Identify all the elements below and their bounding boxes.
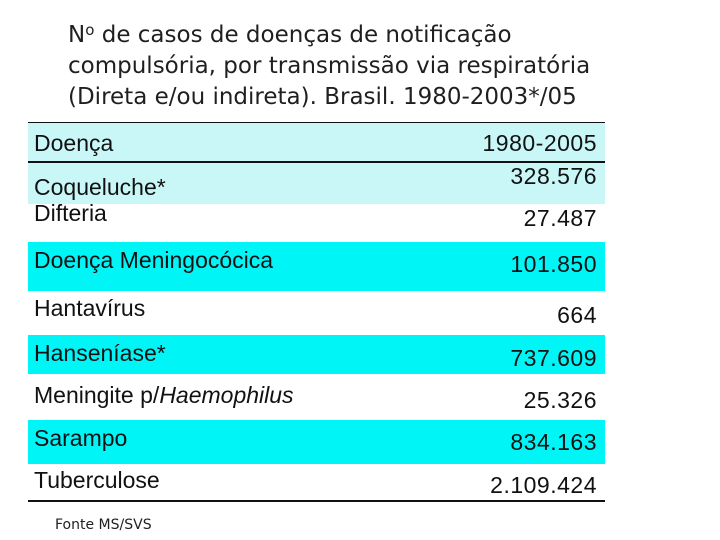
row-label: Hantavírus <box>34 295 146 321</box>
row-label: Sarampo <box>34 425 128 451</box>
row-label: Difteria <box>34 200 107 226</box>
row-label-prefix: Meningite p/ <box>34 382 160 408</box>
table-row: Coqueluche* 328.576 <box>28 162 605 204</box>
title-sup-o: o <box>85 21 95 39</box>
row-value: 101.850 <box>510 251 597 277</box>
row-value: 664 <box>557 302 597 328</box>
table-header-row: Doença 1980-2005 <box>28 123 605 162</box>
row-label: Hanseníase* <box>34 340 166 366</box>
table-row: Tuberculose 2.109.424 <box>28 464 605 501</box>
row-label: Meningite p/Haemophilus <box>34 382 294 409</box>
row-label: Doença Meningocócica <box>34 247 274 273</box>
source-note: Fonte MS/SVS <box>55 517 152 533</box>
row-label-italic: Haemophilus <box>159 382 294 408</box>
table-row: Sarampo 834.163 <box>28 420 605 464</box>
table-header-rule <box>28 161 605 163</box>
row-value: 25.326 <box>523 387 597 413</box>
table-row: Hanseníase* 737.609 <box>28 335 605 374</box>
title-line-1: No de casos de doenças de notificação <box>68 15 708 51</box>
header-label: Doença <box>34 130 114 156</box>
disease-table: Doença 1980-2005 Coqueluche* 328.576 Dif… <box>28 123 605 501</box>
table-row: Difteria 27.487 <box>28 200 605 242</box>
row-label: Coqueluche* <box>34 174 166 200</box>
row-label: Tuberculose <box>34 467 160 493</box>
title-line-1-text: de casos de doenças de notificação <box>94 22 512 48</box>
row-value: 27.487 <box>523 205 597 231</box>
table-bottom-rule <box>28 500 605 502</box>
row-value: 328.576 <box>510 163 597 189</box>
row-value: 2.109.424 <box>490 472 597 498</box>
table-row: Hantavírus 664 <box>28 291 605 335</box>
header-value: 1980-2005 <box>482 130 597 156</box>
page-title: No de casos de doenças de notificação co… <box>68 15 708 113</box>
title-line-2: compulsória, por transmissão via respira… <box>68 53 591 79</box>
row-value: 834.163 <box>510 429 597 455</box>
table-row: Doença Meningocócica 101.850 <box>28 242 605 291</box>
title-n: N <box>68 22 86 48</box>
title-line-3: (Direta e/ou indireta). Brasil. 1980-200… <box>68 84 577 110</box>
table-row: Meningite p/Haemophilus 25.326 <box>28 374 605 420</box>
row-value: 737.609 <box>510 345 597 371</box>
